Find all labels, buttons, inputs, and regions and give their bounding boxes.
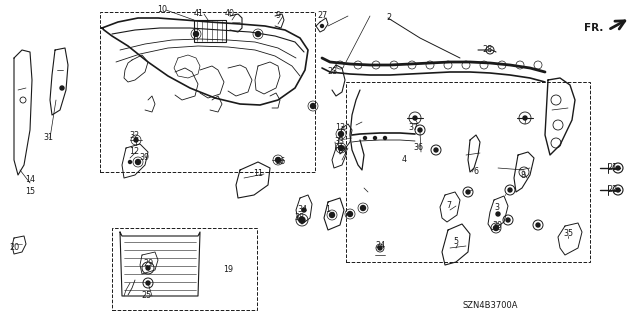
- Text: 40: 40: [225, 10, 235, 19]
- Circle shape: [146, 281, 150, 285]
- Circle shape: [496, 212, 500, 216]
- Circle shape: [321, 25, 323, 27]
- Text: 29: 29: [143, 259, 153, 269]
- Bar: [112, 228, 257, 310]
- Text: 23: 23: [327, 68, 337, 77]
- Circle shape: [493, 226, 499, 231]
- Circle shape: [60, 86, 64, 90]
- Circle shape: [413, 116, 417, 120]
- Circle shape: [348, 211, 353, 217]
- Text: 30: 30: [492, 221, 502, 231]
- Text: 10: 10: [157, 5, 167, 14]
- Text: 34: 34: [297, 205, 307, 214]
- Text: 39: 39: [139, 153, 149, 162]
- Text: 36: 36: [413, 144, 423, 152]
- Text: 27: 27: [317, 11, 327, 20]
- Circle shape: [360, 205, 365, 211]
- Text: 11: 11: [253, 169, 263, 179]
- Text: 14: 14: [25, 175, 35, 184]
- Text: 31: 31: [43, 132, 53, 142]
- Circle shape: [302, 208, 306, 212]
- Bar: [100, 12, 315, 172]
- Text: 1: 1: [326, 204, 330, 213]
- Text: 32: 32: [129, 131, 139, 140]
- Text: 33: 33: [334, 137, 344, 146]
- Circle shape: [616, 188, 620, 192]
- Circle shape: [134, 138, 138, 142]
- Text: FR.: FR.: [584, 23, 603, 33]
- Circle shape: [339, 131, 344, 137]
- Bar: [194, 20, 226, 42]
- Circle shape: [146, 266, 150, 270]
- Circle shape: [418, 128, 422, 132]
- Text: 7: 7: [447, 202, 452, 211]
- Text: 8: 8: [520, 172, 525, 181]
- Text: 6: 6: [474, 167, 479, 175]
- Text: 2: 2: [387, 13, 392, 23]
- Circle shape: [378, 246, 382, 250]
- Text: 5: 5: [453, 238, 459, 247]
- Text: SZN4B3700A: SZN4B3700A: [462, 301, 518, 310]
- Circle shape: [136, 160, 141, 165]
- Circle shape: [129, 160, 131, 164]
- Circle shape: [275, 158, 280, 162]
- Text: 41: 41: [194, 10, 204, 19]
- Text: 22: 22: [607, 186, 617, 195]
- Circle shape: [364, 137, 367, 139]
- Text: 20: 20: [9, 242, 19, 251]
- Text: 4: 4: [401, 155, 406, 165]
- Text: 25: 25: [142, 291, 152, 300]
- Bar: [346, 82, 590, 262]
- Text: 15: 15: [25, 188, 35, 197]
- Circle shape: [523, 116, 527, 120]
- Text: 3: 3: [495, 204, 499, 212]
- Circle shape: [339, 145, 344, 151]
- Circle shape: [616, 166, 620, 170]
- Circle shape: [330, 212, 335, 218]
- Text: 28: 28: [482, 46, 492, 55]
- Text: 35: 35: [563, 229, 573, 239]
- Text: 21: 21: [607, 164, 617, 173]
- Circle shape: [193, 32, 198, 36]
- Text: 13: 13: [335, 122, 345, 131]
- Circle shape: [434, 148, 438, 152]
- Text: 26: 26: [275, 158, 285, 167]
- Text: 24: 24: [375, 241, 385, 250]
- Text: 38: 38: [294, 212, 304, 221]
- Circle shape: [508, 188, 512, 192]
- Text: 12: 12: [129, 146, 139, 155]
- Text: 19: 19: [223, 264, 233, 273]
- Circle shape: [255, 32, 260, 36]
- Circle shape: [506, 218, 510, 222]
- Text: 9: 9: [275, 11, 280, 20]
- Text: 37: 37: [408, 123, 418, 132]
- Circle shape: [374, 137, 376, 139]
- Circle shape: [310, 103, 316, 108]
- Circle shape: [383, 137, 387, 139]
- Circle shape: [536, 223, 540, 227]
- Circle shape: [466, 190, 470, 194]
- Circle shape: [299, 217, 305, 223]
